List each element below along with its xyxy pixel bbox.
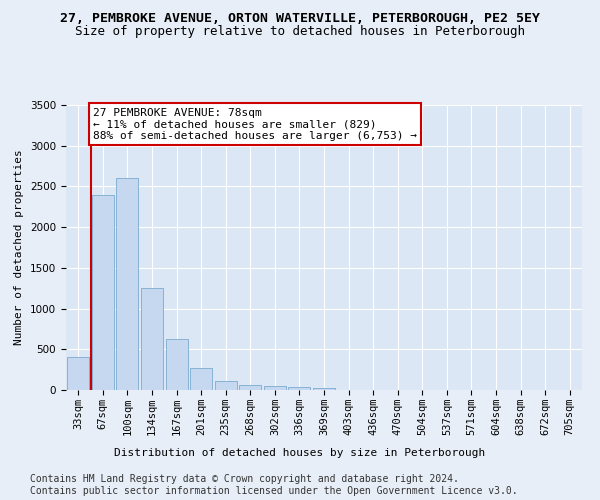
Text: 27 PEMBROKE AVENUE: 78sqm
← 11% of detached houses are smaller (829)
88% of semi: 27 PEMBROKE AVENUE: 78sqm ← 11% of detac… — [93, 108, 417, 141]
Bar — [67, 358, 89, 390]
Text: Contains HM Land Registry data © Crown copyright and database right 2024.: Contains HM Land Registry data © Crown c… — [30, 474, 459, 484]
Y-axis label: Number of detached properties: Number of detached properties — [14, 150, 25, 346]
Text: Size of property relative to detached houses in Peterborough: Size of property relative to detached ho… — [75, 25, 525, 38]
Text: Contains public sector information licensed under the Open Government Licence v3: Contains public sector information licen… — [30, 486, 518, 496]
Text: 27, PEMBROKE AVENUE, ORTON WATERVILLE, PETERBOROUGH, PE2 5EY: 27, PEMBROKE AVENUE, ORTON WATERVILLE, P… — [60, 12, 540, 26]
Bar — [116, 178, 139, 390]
Bar — [141, 288, 163, 390]
Bar — [239, 384, 262, 390]
Bar — [313, 388, 335, 390]
Bar — [215, 380, 237, 390]
Bar — [289, 386, 310, 390]
Text: Distribution of detached houses by size in Peterborough: Distribution of detached houses by size … — [115, 448, 485, 458]
Bar — [92, 194, 114, 390]
Bar — [190, 368, 212, 390]
Bar — [264, 386, 286, 390]
Bar — [166, 338, 188, 390]
